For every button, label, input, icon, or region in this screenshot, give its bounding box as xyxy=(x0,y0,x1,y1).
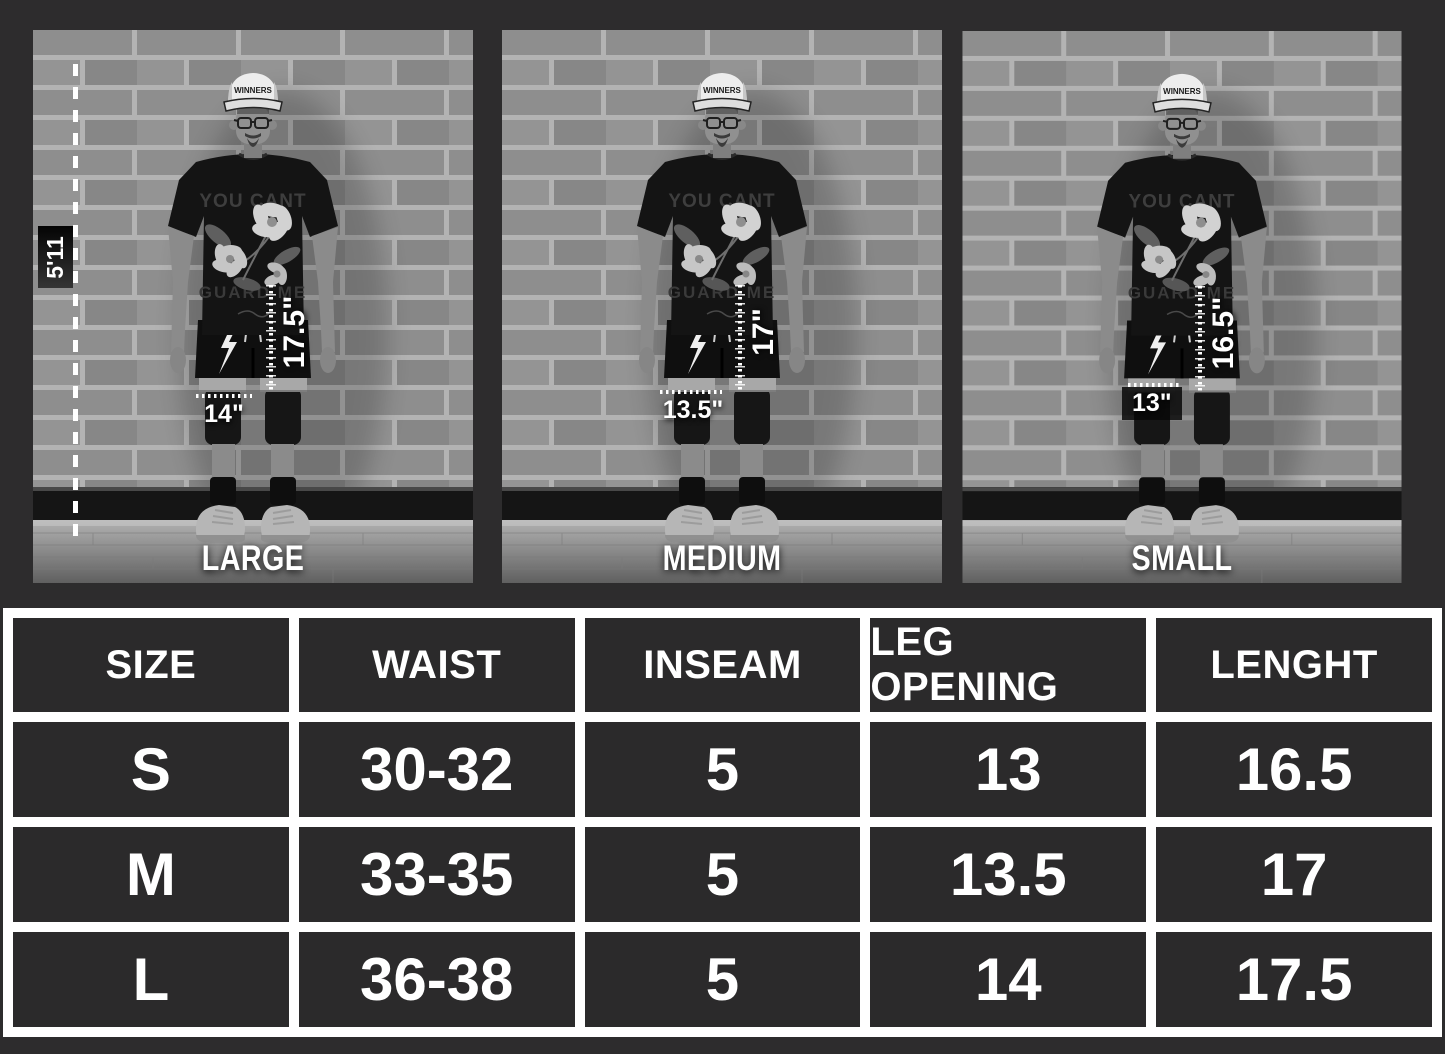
photo-small: 16.5" 13" SMALL xyxy=(962,31,1402,583)
size-table-grid: SIZE WAIST INSEAM LEG OPENING LENGHT S 3… xyxy=(13,618,1432,1027)
row-s-leg-opening: 13 xyxy=(870,722,1147,817)
row-s-waist: 30-32 xyxy=(298,722,575,817)
row-s-size: S xyxy=(13,722,289,817)
leg-opening-measurement: 13.5" xyxy=(662,396,724,424)
row-l-inseam: 5 xyxy=(584,932,861,1027)
row-l-waist: 36-38 xyxy=(298,932,575,1027)
leg-opening-ruler xyxy=(196,394,252,398)
row-s-lenght: 16.5 xyxy=(1156,722,1432,817)
header-leg-opening: LEG OPENING xyxy=(870,618,1147,712)
photo-size-label: MEDIUM xyxy=(662,539,782,578)
length-ruler xyxy=(735,285,745,391)
row-m-waist: 33-35 xyxy=(298,827,575,922)
row-m-leg-opening: 13.5 xyxy=(870,827,1147,922)
row-l-lenght: 17.5 xyxy=(1156,932,1432,1027)
model-photo-medium xyxy=(502,30,942,583)
header-inseam: INSEAM xyxy=(584,618,861,712)
row-l-size: L xyxy=(13,932,289,1027)
model-photo-small xyxy=(962,31,1402,583)
size-table: SIZE WAIST INSEAM LEG OPENING LENGHT S 3… xyxy=(3,608,1442,1037)
length-measurement: 17" xyxy=(747,308,780,356)
leg-opening-ruler xyxy=(660,390,722,394)
photo-size-label: SMALL xyxy=(1131,539,1233,578)
height-marker-text: 5'11 xyxy=(42,235,69,279)
leg-opening-measurement: 14" xyxy=(204,400,244,428)
height-dashed-line xyxy=(73,64,78,536)
row-m-inseam: 5 xyxy=(584,827,861,922)
photo-medium: 17" 13.5" MEDIUM xyxy=(502,30,942,583)
model-photo-large xyxy=(33,30,473,583)
photo-large: 5'11 17.5" 14" LARGE xyxy=(33,30,473,583)
header-lenght: LENGHT xyxy=(1156,618,1432,712)
leg-opening-ruler xyxy=(1128,383,1180,387)
row-l-leg-opening: 14 xyxy=(870,932,1147,1027)
length-ruler xyxy=(1195,286,1205,392)
row-m-lenght: 17 xyxy=(1156,827,1432,922)
row-m-size: M xyxy=(13,827,289,922)
leg-opening-measurement: 13" xyxy=(1122,387,1182,420)
height-marker-badge: 5'11 xyxy=(38,226,73,288)
length-measurement: 16.5" xyxy=(1207,296,1240,370)
header-waist: WAIST xyxy=(298,618,575,712)
header-size: SIZE xyxy=(13,618,289,712)
row-s-inseam: 5 xyxy=(584,722,861,817)
photo-size-label: LARGE xyxy=(201,539,305,578)
length-ruler xyxy=(266,285,276,391)
length-measurement: 17.5" xyxy=(278,295,311,369)
